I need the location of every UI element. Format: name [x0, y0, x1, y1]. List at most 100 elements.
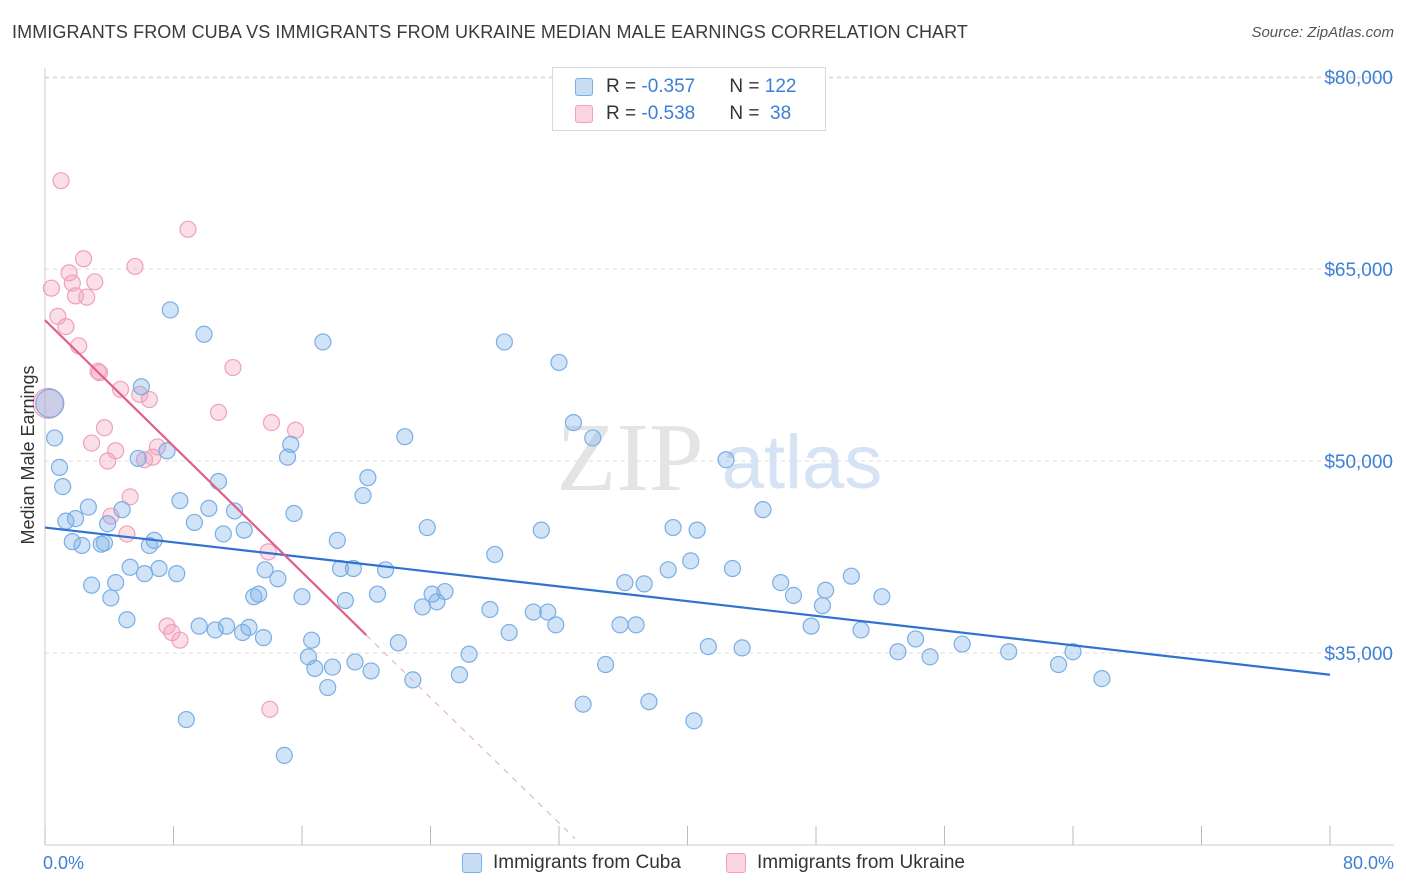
cuba-point [921, 648, 939, 666]
cuba-point [611, 616, 629, 634]
cuba-point [450, 666, 469, 684]
cuba-point [550, 353, 568, 372]
cuba-point [906, 630, 925, 648]
cuba-point [95, 534, 114, 552]
cuba-point [282, 435, 300, 453]
legend-item-cuba[interactable]: Immigrants from Cuba [462, 852, 681, 874]
y-tick-label: $50,000 [1324, 452, 1393, 473]
y-tick-label: $35,000 [1324, 644, 1393, 665]
cuba-point [217, 617, 236, 635]
cuba-point [102, 589, 120, 607]
ukraine-point [148, 438, 167, 456]
y-tick-label: $80,000 [1324, 68, 1393, 89]
cuba-point [135, 565, 154, 583]
cuba-point [784, 586, 803, 605]
legend-label-ukraine: Immigrants from Ukraine [757, 852, 965, 873]
cuba-point [418, 518, 436, 537]
cuba-point [852, 621, 870, 639]
cuba-point [1064, 643, 1082, 661]
cuba-point [685, 712, 703, 730]
axes [44, 68, 1394, 846]
legend-swatch-ukraine [726, 853, 746, 873]
cuba-point [250, 585, 268, 603]
cuba-point [889, 643, 907, 661]
cuba-point [953, 635, 971, 653]
legend-row-ukraine: R = -0.538 N = 38 [575, 102, 791, 126]
ukraine-point [63, 274, 81, 292]
cuba-point [107, 573, 125, 592]
cuba-point [118, 611, 136, 629]
ukraine-point [60, 264, 78, 282]
cuba-point [688, 521, 706, 539]
cuba-point [275, 746, 293, 765]
cuba-point [699, 637, 717, 656]
legend-n-label: N = [729, 76, 765, 97]
cuba-point [1049, 655, 1068, 674]
cuba-point [150, 559, 168, 578]
cuba-point [376, 561, 395, 579]
cuba-point [240, 618, 258, 637]
ukraine-point [224, 358, 242, 377]
series-cuba-points [35, 301, 1111, 765]
cuba-point [190, 617, 208, 635]
ukraine-point [107, 442, 125, 460]
cuba-point [635, 575, 653, 593]
cuba-point [328, 531, 346, 549]
x-tick-label-min: 0.0% [43, 853, 84, 873]
cuba-point [460, 645, 478, 663]
y-tick-label: $65,000 [1324, 260, 1393, 281]
cuba-point [1093, 669, 1111, 688]
cuba-point [319, 678, 337, 697]
cuba-point [368, 585, 387, 603]
legend-r-label: R = [606, 76, 642, 97]
x-tick-label-max: 80.0% [1343, 853, 1394, 873]
cuba-point [323, 658, 342, 676]
cuba-point [723, 559, 742, 578]
cuba-point [209, 472, 228, 491]
legend-n-value: 122 [764, 76, 797, 97]
cuba-point [214, 525, 232, 543]
cuba-point [564, 414, 583, 432]
y-axis-title: Median Male Earnings [18, 365, 38, 544]
cuba-point [336, 591, 354, 610]
cuba-point [158, 442, 176, 460]
ukraine-trend-extension [365, 634, 576, 839]
cuba-point [50, 458, 69, 476]
cuba-point [682, 552, 700, 570]
cuba-point [754, 501, 772, 519]
cuba-point [73, 536, 91, 555]
cuba-point [842, 567, 860, 585]
cuba-point [596, 655, 615, 674]
cuba-point [269, 570, 287, 588]
cuba-point [82, 576, 101, 594]
cuba-point [254, 629, 273, 647]
cuba-point [121, 558, 139, 576]
series-ukraine-points [32, 172, 305, 718]
ukraine-trend-line [44, 319, 368, 636]
cuba-trend-line [44, 526, 1331, 676]
cuba-point [54, 478, 72, 496]
legend-item-ukraine[interactable]: Immigrants from Ukraine [726, 852, 965, 874]
cuba-point [171, 492, 189, 510]
ukraine-point [209, 403, 228, 421]
cuba-point [225, 502, 244, 520]
cuba-point [129, 449, 147, 468]
cuba-point [113, 501, 131, 519]
ukraine-point [70, 337, 88, 355]
cuba-point [813, 597, 832, 615]
cuba-point [802, 617, 820, 635]
cuba-point [500, 623, 518, 642]
cuba-point [659, 561, 677, 579]
cuba-point [873, 588, 891, 606]
legend-r-label: R = [606, 103, 642, 124]
cuba-point [584, 429, 602, 447]
cuba-point [574, 695, 592, 713]
cuba-point [772, 573, 790, 592]
ukraine-point [78, 288, 96, 306]
cuba-point [195, 325, 213, 343]
ukraine-point [179, 220, 197, 238]
ukraine-point [140, 390, 159, 409]
ukraine-point [52, 172, 70, 190]
ukraine-point [32, 387, 64, 419]
